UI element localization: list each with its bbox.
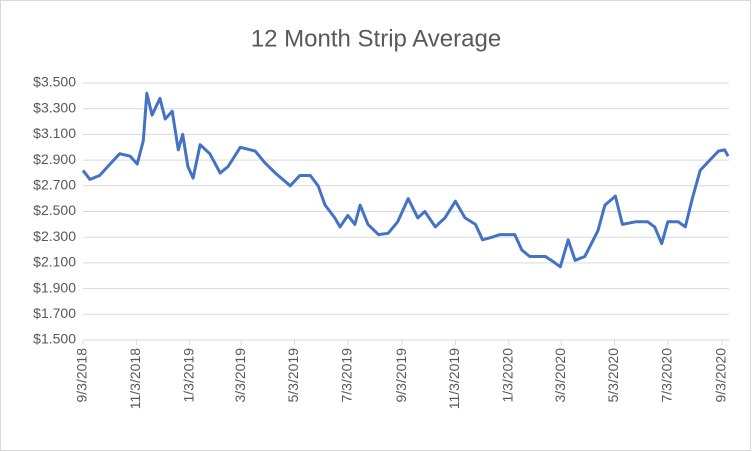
x-tick-label: 9/3/2018 [74, 348, 90, 403]
x-tick-label: 5/3/2020 [605, 348, 621, 403]
y-tick-label: $2.300 [33, 228, 76, 244]
y-tick-label: $2.100 [33, 254, 76, 270]
x-tick-label: 5/3/2019 [285, 348, 301, 403]
x-tick-label: 9/3/2020 [713, 348, 729, 403]
y-tick-label: $1.500 [33, 331, 76, 347]
y-tick-label: $2.900 [33, 151, 76, 167]
x-tick-label: 11/3/2019 [446, 348, 462, 409]
x-tick-label: 1/3/2019 [180, 348, 196, 403]
y-tick-label: $1.700 [33, 305, 76, 321]
x-tick-label: 1/3/2020 [499, 348, 515, 403]
y-tick-label: $3.500 [33, 74, 76, 90]
x-tick-label: 3/3/2020 [552, 348, 568, 403]
y-tick-label: $2.700 [33, 177, 76, 193]
x-tick-label: 7/3/2020 [659, 348, 675, 403]
chart-title: 12 Month Strip Average [251, 25, 501, 52]
x-tick-label: 11/3/2018 [127, 348, 143, 409]
y-tick-label: $1.900 [33, 279, 76, 295]
x-tick-label: 3/3/2019 [232, 348, 248, 403]
x-tick-label: 7/3/2019 [339, 348, 355, 403]
data-line [81, 91, 730, 269]
y-tick-label: $2.500 [33, 202, 76, 218]
y-tick-label: $3.300 [33, 99, 76, 115]
y-tick-label: $3.100 [33, 125, 76, 141]
x-tick-label: 9/3/2019 [393, 348, 409, 403]
